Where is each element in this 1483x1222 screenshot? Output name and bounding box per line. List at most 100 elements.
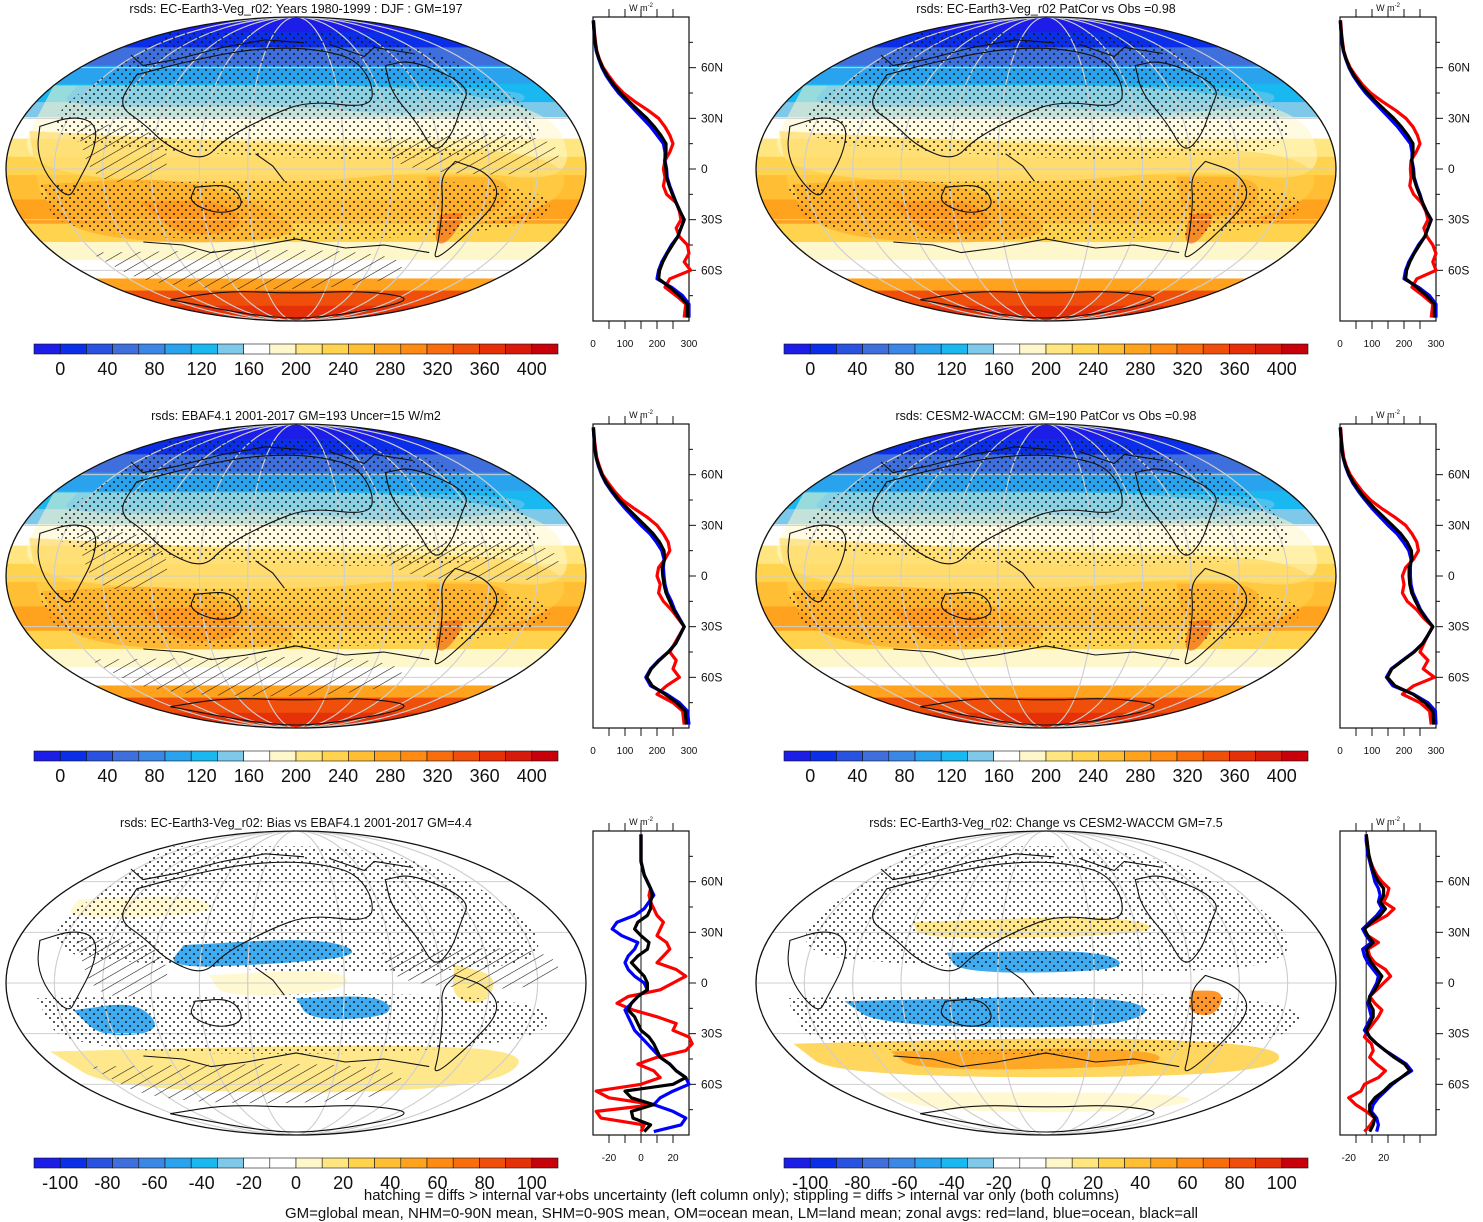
map-border [5,16,587,322]
colorbar-tick-label: -20 [986,1173,1012,1193]
colorbar-swatch [1176,750,1204,762]
colorbar-swatch [888,750,916,762]
y-tick-label: 0 [701,162,708,176]
colorbar-tick-label: -60 [142,1173,168,1193]
colorbar-swatch [505,1157,533,1169]
panel-title: rsds: EC-Earth3-Veg_r02 PatCor vs Obs =0… [916,2,1176,16]
graticule-meridian [803,17,1289,321]
coastline [1005,153,1035,182]
colorbar-swatch [1045,1157,1073,1169]
colorbar-swatch [112,750,140,762]
colorbar-swatch [217,343,244,355]
coastline [893,645,1180,661]
colorbar-tick-label: 80 [475,1173,495,1193]
colorbar-swatch [940,343,968,355]
colorbar-swatch [243,1157,271,1169]
coastline [920,698,1155,726]
colorbar-tick-label: 360 [470,359,500,379]
graticule-meridian [198,831,394,1135]
colorbar-tick-label: 280 [1125,766,1155,786]
colorbar-tick-label: 360 [470,766,500,786]
unit-label: W m-2 [1376,410,1400,420]
colorbar-tick-label: 100 [1267,1173,1297,1193]
colorbar-tick-label: 0 [55,766,65,786]
map-band [756,241,1336,262]
colorbar-swatch [940,1157,968,1169]
colorbar-tick-label: -40 [189,1173,215,1193]
map-field [756,17,1336,321]
y-tick-label: 60N [701,61,723,75]
hatching-region [74,530,168,590]
colorbar-swatch [1124,750,1152,762]
colorbar-swatch [967,343,994,355]
x-tick-label: -20 [1342,1153,1357,1164]
map-band [756,424,1336,441]
colorbar-swatch [348,1157,375,1169]
colorbar-tick-label: 280 [1125,359,1155,379]
colorbar-swatch [1124,343,1152,355]
colorbar-swatch [374,750,402,762]
panel-title: rsds: EC-Earth3-Veg_r02: Change vs CESM2… [869,816,1223,830]
graticule-meridian [997,424,1095,728]
colorbar-swatch [479,750,506,762]
colorbar-swatch [1150,750,1178,762]
map-border [755,423,1337,729]
x-tick-label: 0 [638,1153,644,1164]
x-tick-label: -20 [602,1153,617,1164]
stippling-region [55,846,539,973]
colorbar-swatch [374,1157,402,1169]
y-tick-label: 30S [1448,620,1469,634]
colorbar-swatch [452,343,480,355]
colorbar-swatch [1281,750,1309,762]
colorbar-swatch [452,750,480,762]
stippling-region [805,32,1289,159]
y-tick-label: 30S [701,620,722,634]
colorbar-tick-label: 320 [422,359,452,379]
map-band [756,305,1336,321]
coastline [255,967,285,996]
x-tick-label: 100 [617,746,634,757]
colorbar-tick-label: 100 [517,1173,547,1193]
y-tick-label: 60N [701,875,723,889]
y-tick-label: 60S [1448,263,1469,277]
hatching-region [381,948,559,989]
colorbar-swatch [809,343,837,355]
x-tick-label: 100 [1364,746,1381,757]
map-field [756,831,1336,1135]
y-tick-label: 60N [1448,468,1470,482]
graticule-meridian [803,424,1289,728]
colorbar-swatch [836,1157,863,1169]
colorbar-tick-label: 20 [1083,1173,1103,1193]
stippling-region [786,179,1300,240]
colorbar-tick-label: -60 [892,1173,918,1193]
y-tick-label: 30S [1448,1027,1469,1041]
colorbar-swatch [1124,1157,1152,1169]
unit-label: W m-2 [629,410,653,420]
panel-title: rsds: EC-Earth3-Veg_r02: Bias vs EBAF4.1… [120,816,472,830]
colorbar-swatch [86,750,113,762]
colorbar-tick-label: 240 [1078,359,1108,379]
graticule-meridian [948,424,1144,728]
map-band [6,424,586,441]
colorbar-swatch [836,750,863,762]
coastline [255,560,285,589]
colorbar-tick-label: 40 [97,766,117,786]
colorbar-swatch [967,1157,994,1169]
colorbar-swatch [269,1157,297,1169]
hatching-region [74,123,168,183]
colorbar-tick-label: 40 [380,1173,400,1193]
colorbar-swatch [400,1157,428,1169]
map-band [756,712,1336,728]
x-tick-label: 200 [649,746,666,757]
zonal-profile-frame [1339,16,1437,322]
colorbar-swatch [321,343,349,355]
colorbar-swatch [1255,1157,1283,1169]
graticule-meridian [247,17,345,321]
graticule-meridian [997,17,1095,321]
colorbar-swatch [86,343,113,355]
colorbar-swatch [33,750,61,762]
unit-label: W m-2 [1376,817,1400,827]
graticule-meridian [900,831,1192,1135]
x-tick-label: 200 [1396,746,1413,757]
